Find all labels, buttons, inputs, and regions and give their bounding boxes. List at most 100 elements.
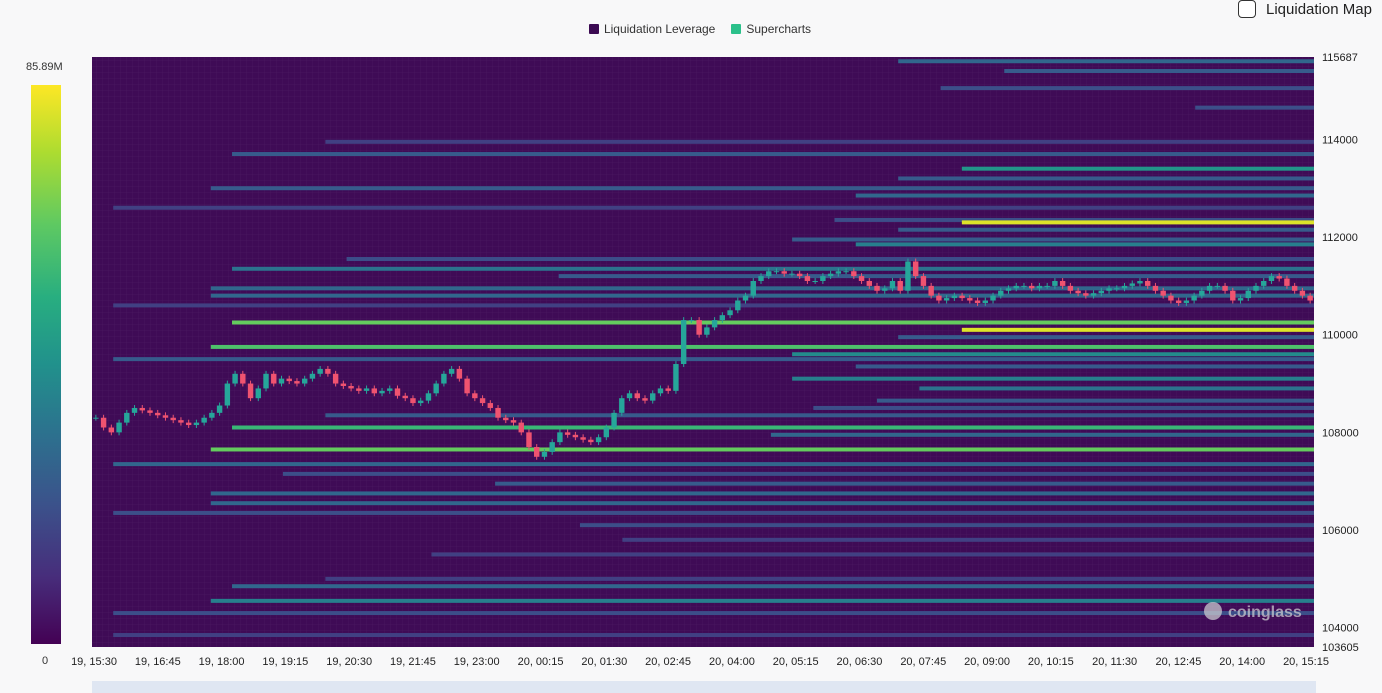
candle-119 — [1013, 282, 1019, 292]
plot-grid — [92, 57, 1314, 647]
time-range-scrollbar[interactable] — [92, 681, 1316, 693]
candle-89 — [781, 268, 787, 277]
x-tick-label-6: 19, 23:00 — [454, 656, 500, 668]
candle-155 — [1291, 282, 1298, 294]
liquidation-level-47 — [232, 584, 1314, 589]
candle-100 — [866, 278, 872, 289]
candle-5 — [131, 405, 138, 416]
candle-145 — [1214, 282, 1221, 289]
candle-8 — [155, 409, 161, 419]
liquidation-level-14 — [792, 237, 1314, 242]
candle-64 — [588, 436, 594, 446]
candle-116 — [990, 292, 996, 304]
candle-106 — [912, 258, 919, 280]
liquidation-level-41 — [210, 501, 1315, 506]
candle-122 — [1036, 282, 1043, 292]
candle-80 — [711, 317, 718, 331]
liquidation-level-5 — [232, 152, 1314, 157]
candle-18 — [232, 370, 238, 387]
candle-154 — [1284, 275, 1290, 289]
candle-56 — [526, 429, 532, 450]
candle-21 — [255, 385, 261, 402]
candle-114 — [974, 297, 981, 306]
liquidation-map-toggle[interactable]: Liquidation Map — [1238, 0, 1372, 18]
candle-76 — [680, 317, 687, 367]
colorbar-scale — [31, 85, 61, 644]
candle-139 — [1168, 292, 1174, 304]
liquidation-level-44 — [622, 537, 1314, 542]
candle-142 — [1191, 292, 1197, 304]
candle-86 — [758, 273, 764, 284]
candle-48 — [464, 375, 470, 397]
candle-2 — [108, 424, 115, 436]
candle-6 — [139, 405, 145, 414]
candle-44 — [433, 380, 439, 397]
legend-label-liquidation-leverage: Liquidation Leverage — [603, 22, 716, 36]
candle-12 — [185, 419, 192, 428]
candle-65 — [595, 434, 602, 446]
candle-24 — [278, 375, 285, 387]
liquidation-level-39 — [495, 481, 1314, 486]
candle-128 — [1083, 290, 1089, 299]
candle-34 — [356, 385, 362, 394]
candle-28 — [309, 370, 316, 382]
legend-item-liquidation-leverage[interactable]: Liquidation Leverage — [588, 22, 716, 36]
candle-19 — [240, 370, 246, 387]
candle-62 — [572, 431, 579, 441]
candle-77 — [688, 317, 695, 323]
candle-59 — [549, 439, 555, 455]
legend-item-supercharts[interactable]: Supercharts — [731, 22, 811, 36]
candle-136 — [1145, 278, 1151, 289]
candle-75 — [673, 361, 679, 394]
liquidation-level-40 — [210, 491, 1315, 496]
chart-legend: Liquidation Leverage Supercharts — [0, 22, 1382, 36]
candle-109 — [936, 292, 942, 304]
candle-55 — [518, 419, 524, 436]
candle-14 — [201, 414, 207, 426]
candle-67 — [611, 409, 617, 431]
colorbar-min-label: 0 — [42, 655, 49, 667]
candle-30 — [325, 365, 331, 377]
candle-57 — [534, 444, 540, 460]
liquidation-level-3 — [1195, 105, 1314, 110]
liquidation-map-checkbox[interactable] — [1238, 0, 1256, 18]
x-tick-label-10: 20, 04:00 — [709, 656, 755, 668]
candle-127 — [1075, 287, 1081, 297]
liquidation-level-24 — [898, 335, 1314, 340]
candle-147 — [1230, 287, 1236, 304]
candle-7 — [147, 407, 153, 416]
candle-137 — [1152, 282, 1159, 294]
candle-73 — [657, 385, 664, 397]
candle-22 — [263, 370, 269, 392]
liquidation-level-36 — [210, 447, 1315, 452]
x-tick-label-11: 20, 05:15 — [773, 656, 819, 668]
candle-129 — [1090, 290, 1097, 299]
candle-81 — [719, 312, 726, 323]
candle-36 — [371, 385, 378, 397]
liquidation-level-16 — [346, 257, 1314, 262]
liquidation-level-21 — [113, 303, 1314, 308]
x-tick-label-19: 20, 15:15 — [1283, 656, 1329, 668]
candle-103 — [889, 278, 896, 292]
liquidation-level-23 — [961, 327, 1314, 332]
candle-51 — [487, 400, 494, 411]
liquidation-level-32 — [813, 405, 1314, 410]
y-tick-label-2: 112000 — [1322, 232, 1358, 244]
candle-61 — [564, 429, 571, 438]
y-axis: 115687 114000 112000 110000 108000 106000 1040… — [1322, 52, 1359, 654]
liquidation-map-label: Liquidation Map — [1266, 0, 1372, 18]
liquidation-levels — [113, 59, 1315, 638]
candle-88 — [773, 268, 780, 275]
coinglass-logo-icon — [1204, 602, 1222, 620]
candle-95 — [827, 270, 834, 280]
candle-66 — [603, 424, 610, 441]
liquidation-level-37 — [113, 462, 1314, 467]
liquidation-level-13 — [898, 227, 1314, 232]
liquidation-level-50 — [113, 633, 1314, 638]
x-tick-label-0: 19, 15:30 — [71, 656, 117, 668]
candle-117 — [998, 287, 1004, 299]
candle-157 — [1307, 292, 1313, 304]
x-tick-label-3: 19, 19:15 — [262, 656, 308, 668]
candle-96 — [835, 268, 842, 277]
candle-104 — [897, 278, 903, 294]
